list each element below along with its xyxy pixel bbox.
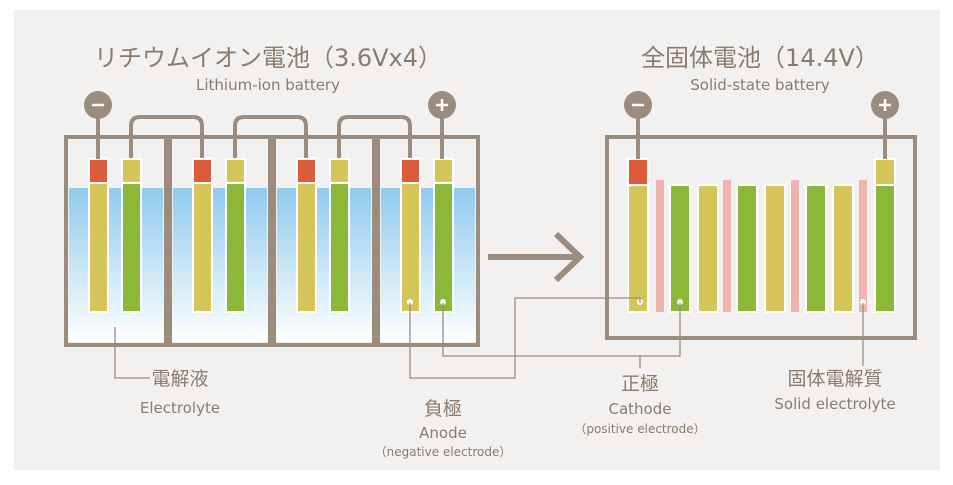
anode (193, 183, 212, 312)
solid-electrolyte (791, 180, 799, 312)
electrolyte (381, 188, 475, 342)
cathode-cap (330, 159, 349, 183)
electrolyte (69, 188, 163, 342)
anode-cap (297, 159, 316, 183)
solid-electrolyte (723, 180, 731, 312)
diagram: リチウムイオン電池（3.6Vx4） Lithium-ion battery 全固… (0, 0, 953, 485)
electrode (875, 185, 895, 312)
anode (297, 183, 316, 312)
left-subtitle: Lithium-ion battery (196, 76, 340, 94)
cathode (122, 183, 141, 312)
electrolyte (173, 188, 267, 342)
cathode-cap (434, 159, 453, 183)
right-subtitle: Solid-state battery (690, 76, 830, 94)
left-title: リチウムイオン電池（3.6Vx4） (94, 44, 442, 72)
electrode (628, 185, 648, 312)
label-en: Cathode (609, 400, 672, 418)
anode-cap (401, 159, 420, 183)
electrode (833, 185, 853, 312)
label-en: Anode (419, 424, 467, 442)
electrode (765, 185, 785, 312)
electrode (806, 185, 826, 312)
electrolyte (277, 188, 371, 342)
right-title: 全固体電池（14.4V） (641, 44, 879, 72)
electrode (670, 185, 690, 312)
label-en: Electrolyte (140, 399, 220, 417)
anode (401, 183, 420, 312)
solid-electrolyte (859, 180, 867, 312)
label-note: （positive electrode） (574, 422, 705, 436)
anode (89, 183, 108, 312)
label-ja: 正極 (621, 373, 659, 395)
cathode-cap (875, 159, 895, 185)
electrode (737, 185, 757, 312)
electrode (698, 185, 718, 312)
cathode (434, 183, 453, 312)
label-ja: 電解液 (151, 368, 208, 390)
cathode-cap (122, 159, 141, 183)
label-ja: 負極 (424, 398, 462, 420)
anode-cap (193, 159, 212, 183)
label-note: （negative electrode） (375, 445, 512, 459)
label-ja: 固体電解質 (787, 368, 882, 390)
anode-cap (628, 159, 648, 185)
solid-electrolyte (656, 180, 664, 312)
cathode (226, 183, 245, 312)
cathode (330, 183, 349, 312)
label-en: Solid electrolyte (774, 395, 895, 413)
cathode-cap (226, 159, 245, 183)
anode-cap (89, 159, 108, 183)
